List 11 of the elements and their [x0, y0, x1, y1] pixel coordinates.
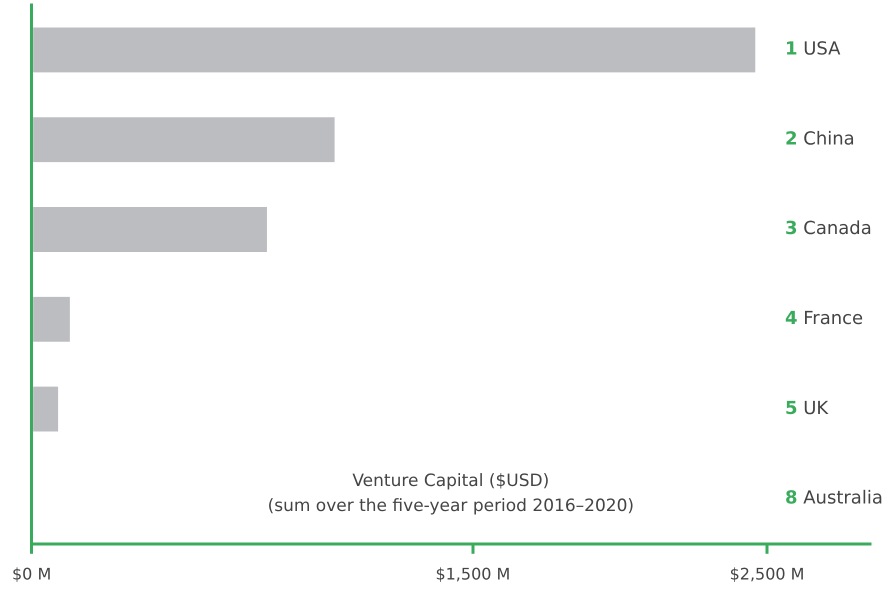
x-tick-label: $2,500 M — [730, 564, 804, 584]
x-axis-title: Venture Capital ($USD) — [352, 471, 550, 492]
y-tick-label: 3 Canada — [785, 218, 872, 240]
annotation: (sum over the five-year period 2016–2020) — [268, 496, 634, 516]
y-tick-label: 1 USA — [785, 38, 842, 60]
y-tick-label: 2 China — [785, 128, 855, 150]
y-tick-label: 8 Australia — [785, 488, 883, 509]
y-tick-label: 4 France — [785, 308, 864, 329]
x-tick-label: $1,500 M — [435, 564, 510, 584]
x-tick-label: $0 M — [12, 564, 52, 584]
y-tick-label: 5 UK — [785, 398, 830, 419]
